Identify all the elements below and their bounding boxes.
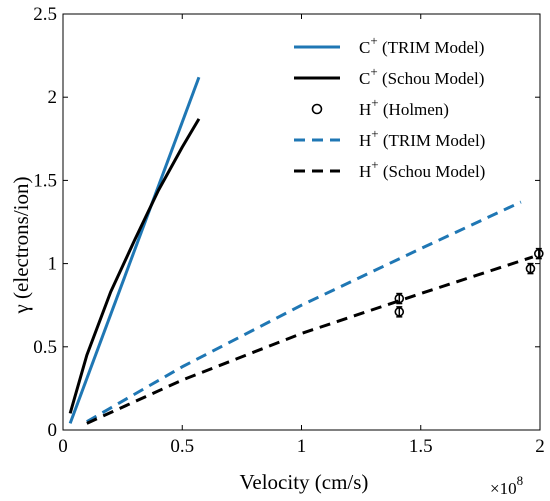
y-tick-label: 1 bbox=[48, 254, 58, 275]
legend: C+ (TRIM Model) C+ (Schou Model) H+ (Holme… bbox=[294, 33, 485, 181]
series-line bbox=[68, 76, 201, 424]
x-tick-label: 2 bbox=[535, 436, 545, 457]
legend-label: H+ (TRIM Model) bbox=[359, 126, 485, 150]
x-axis-label: Velocity (cm/s) bbox=[240, 470, 369, 494]
series-line bbox=[86, 200, 522, 423]
series-line bbox=[68, 118, 201, 414]
plot-area bbox=[68, 76, 544, 425]
axes: 0 0.5 1 1.5 2 0 0.5 1 1.5 2 2.5 bbox=[33, 4, 545, 457]
y-tick-label: 1.5 bbox=[33, 170, 57, 191]
y-tick-label: 0.5 bbox=[33, 337, 57, 358]
x-tick-label: 0.5 bbox=[170, 436, 194, 457]
x-tick-label: 0 bbox=[58, 436, 68, 457]
legend-marker bbox=[311, 103, 323, 115]
y-tick-label: 2 bbox=[48, 87, 58, 108]
y-axis-label: γ (electrons/ion) bbox=[9, 177, 33, 315]
x-axis-multiplier: ×108 bbox=[490, 473, 523, 498]
holmen-data-point bbox=[534, 248, 544, 259]
series-line bbox=[86, 255, 534, 425]
y-tick-label: 0 bbox=[48, 420, 58, 441]
holmen-data-point bbox=[394, 307, 405, 317]
holmen-data-point bbox=[394, 293, 405, 304]
legend-label: C+ (Schou Model) bbox=[359, 64, 484, 88]
y-tick-label: 2.5 bbox=[33, 4, 57, 25]
legend-label: C+ (TRIM Model) bbox=[359, 33, 484, 57]
x-tick-label: 1.5 bbox=[409, 436, 433, 457]
holmen-data-point bbox=[525, 263, 536, 274]
x-tick-label: 1 bbox=[297, 436, 307, 457]
legend-label: H+ (Schou Model) bbox=[359, 157, 485, 181]
legend-label: H+ (Holmen) bbox=[359, 95, 449, 119]
